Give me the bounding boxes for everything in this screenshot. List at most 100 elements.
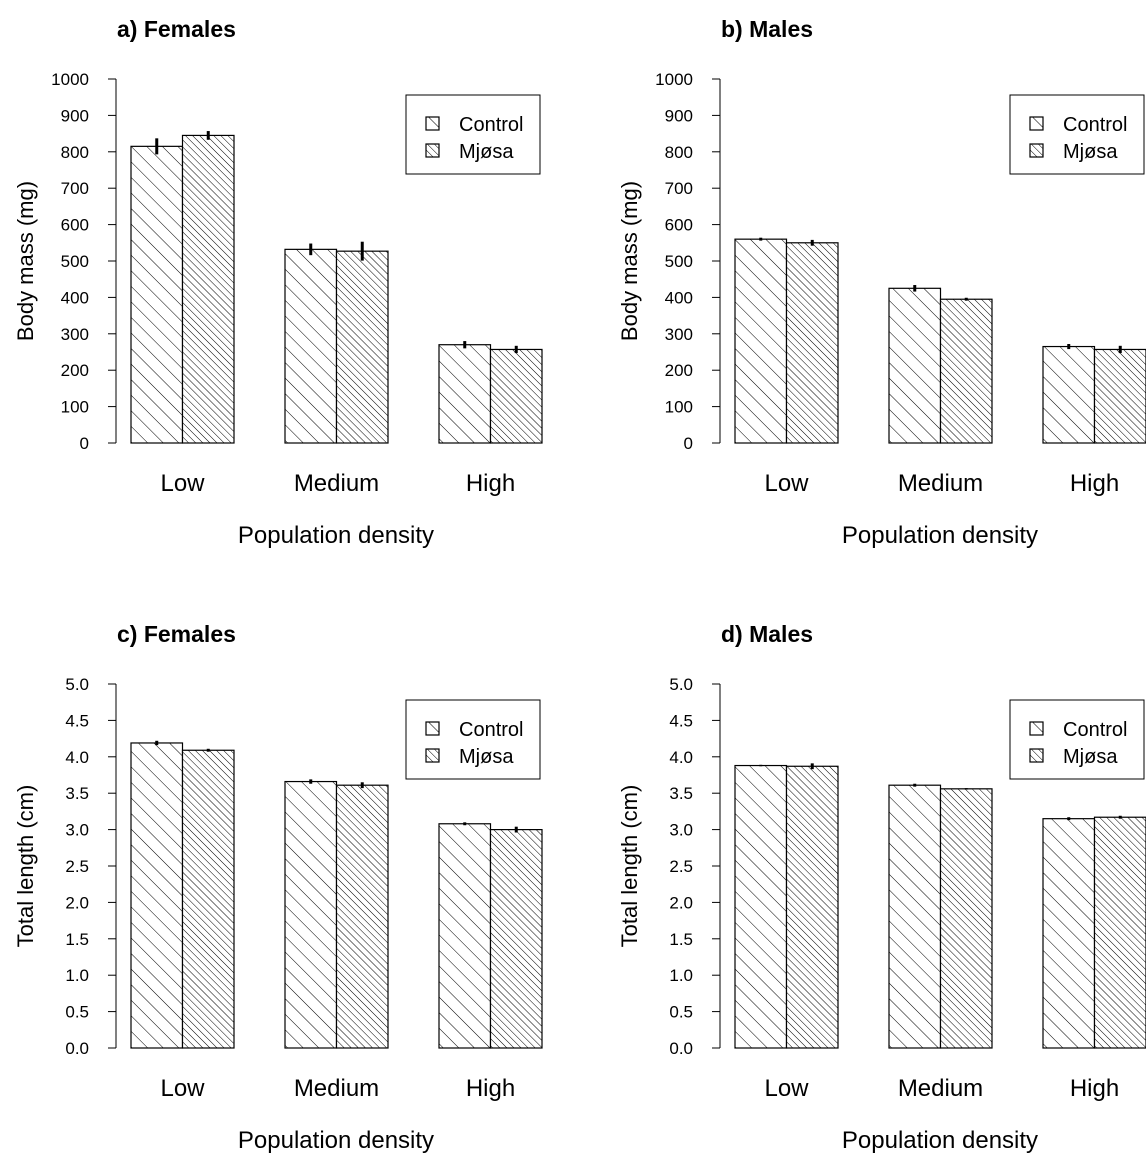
y-tick-label: 2.0 — [669, 893, 693, 912]
legend-swatch — [425, 143, 440, 158]
y-tick-label: 4.0 — [65, 748, 89, 767]
bar-low-control — [734, 764, 788, 1049]
bar-medium-mjosa — [335, 784, 389, 1049]
y-tick-label: 3.0 — [65, 821, 89, 840]
legend-label: Mjøsa — [459, 141, 514, 163]
legend-box — [1009, 699, 1145, 780]
bar-medium-mjosa — [939, 788, 993, 1049]
legend: Control Mjøsa — [405, 699, 541, 780]
y-tick-label: 2.0 — [65, 893, 89, 912]
chart-panel-2: b) Males 0 100 200 300 400 500 600 700 800 900 1000… — [617, 16, 1146, 549]
y-tick-label: 4.5 — [65, 711, 89, 730]
y-tick-label: 1.5 — [669, 930, 693, 949]
y-tick-label: 0.5 — [65, 1003, 89, 1022]
category-label: Medium — [898, 1075, 983, 1102]
chart-panel-4: d) Males 0.0 0.5 1.0 1.5 2.0 2.5 3.0 3.5 4.0 4.5 5.… — [617, 621, 1146, 1154]
legend: Control Mjøsa — [405, 94, 541, 175]
chart-panel-1: a) Females 0 100 200 300 400 500 600 700 800 900 10… — [13, 16, 543, 549]
y-tick-label: 0 — [684, 434, 693, 453]
y-tick-label: 3.5 — [65, 784, 89, 803]
bar-low-mjosa — [181, 749, 235, 1049]
category-label: Medium — [294, 470, 379, 497]
legend-label: Control — [1063, 719, 1127, 741]
legend-swatch — [425, 116, 440, 131]
legend-swatch — [425, 721, 440, 736]
legend-label: Control — [459, 114, 523, 136]
y-axis-label: Body mass (mg) — [13, 181, 38, 341]
y-tick-label: 2.5 — [65, 857, 89, 876]
legend-label: Mjøsa — [1063, 746, 1118, 768]
y-tick-label: 100 — [61, 398, 89, 417]
y-tick-label: 900 — [61, 106, 89, 125]
category-label: Low — [160, 470, 205, 497]
legend-box — [1009, 94, 1145, 175]
y-tick-label: 5.0 — [669, 675, 693, 694]
bar-high-mjosa — [489, 829, 543, 1049]
y-tick-label: 4.5 — [669, 711, 693, 730]
bar-high-mjosa — [1093, 348, 1146, 444]
y-tick-label: 700 — [61, 179, 89, 198]
panel-title: b) Males — [721, 16, 813, 42]
bar-high-mjosa — [489, 348, 543, 444]
y-tick-label: 800 — [61, 143, 89, 162]
legend-swatch — [1029, 721, 1044, 736]
y-tick-label: 500 — [61, 252, 89, 271]
legend: Control Mjøsa — [1009, 699, 1145, 780]
y-tick-label: 1.5 — [65, 930, 89, 949]
y-tick-label: 5.0 — [65, 675, 89, 694]
category-label: Low — [764, 1075, 809, 1102]
x-axis-label: Population density — [238, 1127, 434, 1154]
y-tick-label: 200 — [61, 361, 89, 380]
y-tick-label: 800 — [665, 143, 693, 162]
y-axis-label: Total length (cm) — [617, 785, 642, 948]
bar-low-mjosa — [785, 242, 839, 444]
panel-title: a) Females — [117, 16, 236, 42]
bar-low-mjosa — [181, 134, 235, 444]
bar-low-control — [130, 742, 184, 1049]
bar-medium-control — [888, 287, 942, 444]
bar-high-control — [1042, 818, 1096, 1049]
y-tick-label: 0.0 — [669, 1039, 693, 1058]
x-axis-label: Population density — [842, 1127, 1038, 1154]
y-tick-label: 0.0 — [65, 1039, 89, 1058]
y-tick-label: 600 — [61, 216, 89, 235]
bar-low-mjosa — [785, 765, 839, 1049]
y-tick-label: 0.5 — [669, 1003, 693, 1022]
category-label: Medium — [898, 470, 983, 497]
y-tick-label: 400 — [61, 288, 89, 307]
category-label: High — [466, 1075, 515, 1102]
legend: Control Mjøsa — [1009, 94, 1145, 175]
bar-high-mjosa — [1093, 816, 1146, 1049]
y-tick-label: 400 — [665, 288, 693, 307]
y-tick-label: 0 — [80, 434, 89, 453]
y-tick-label: 900 — [665, 106, 693, 125]
y-tick-label: 200 — [665, 361, 693, 380]
y-tick-label: 1000 — [51, 70, 89, 89]
category-label: High — [1070, 1075, 1119, 1102]
category-label: Low — [764, 470, 809, 497]
y-tick-label: 700 — [665, 179, 693, 198]
x-axis-label: Population density — [842, 522, 1038, 549]
y-axis-label: Body mass (mg) — [617, 181, 642, 341]
legend-swatch — [1029, 143, 1044, 158]
bar-low-control — [734, 238, 788, 444]
y-tick-label: 1.0 — [669, 966, 693, 985]
y-tick-label: 4.0 — [669, 748, 693, 767]
legend-swatch — [1029, 748, 1044, 763]
y-tick-label: 2.5 — [669, 857, 693, 876]
legend-label: Control — [1063, 114, 1127, 136]
y-tick-label: 600 — [665, 216, 693, 235]
y-tick-label: 300 — [665, 325, 693, 344]
y-tick-label: 1.0 — [65, 966, 89, 985]
y-tick-label: 100 — [665, 398, 693, 417]
bar-medium-control — [888, 784, 942, 1049]
y-tick-label: 300 — [61, 325, 89, 344]
y-tick-label: 500 — [665, 252, 693, 271]
bar-high-control — [1042, 345, 1096, 444]
panel-title: d) Males — [721, 621, 813, 647]
bar-high-control — [438, 823, 492, 1049]
bar-medium-control — [284, 780, 338, 1049]
panel-title: c) Females — [117, 621, 236, 647]
category-label: Medium — [294, 1075, 379, 1102]
y-axis-label: Total length (cm) — [13, 785, 38, 948]
